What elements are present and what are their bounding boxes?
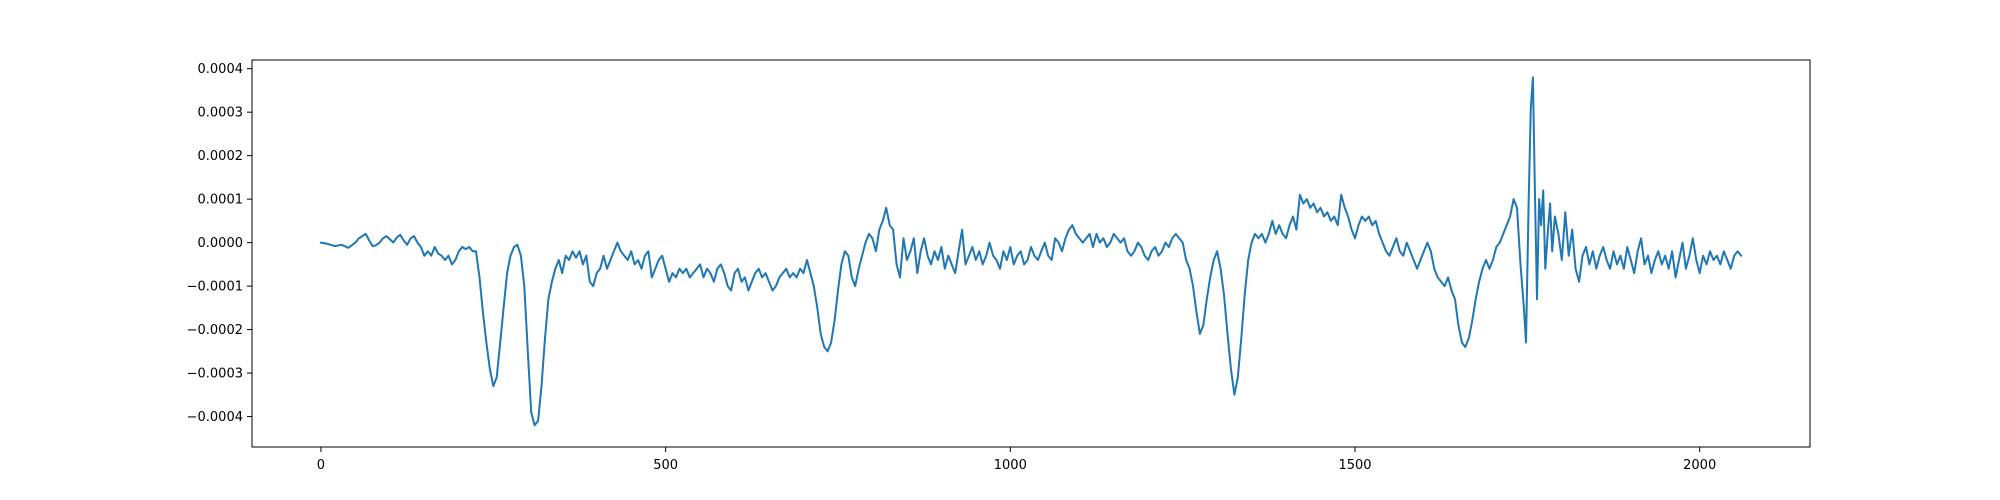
plot-area (319, 76, 1743, 427)
y-tick-label: −0.0001 (187, 280, 243, 295)
y-tick-label: −0.0003 (187, 367, 243, 382)
y-tick-label: 0.0001 (198, 193, 244, 208)
x-tick-label: 1500 (1338, 458, 1371, 473)
y-tick-label: 0.0004 (198, 62, 244, 77)
y-tick-label: −0.0004 (187, 410, 243, 425)
x-axis: 0 500 1000 1500 2000 (317, 447, 1716, 473)
axes-frame (251, 59, 1811, 448)
x-tick-label: 2000 (1683, 458, 1716, 473)
x-tick-label: 500 (653, 458, 678, 473)
series-line-0 (319, 76, 1743, 427)
y-tick-label: −0.0002 (187, 323, 243, 338)
y-tick-label: 0.0000 (198, 236, 244, 251)
x-tick-label: 1000 (994, 458, 1027, 473)
y-tick-label: 0.0002 (198, 149, 244, 164)
x-tick-label: 0 (317, 458, 325, 473)
y-axis: 0.0004 0.0003 0.0002 0.0001 0.0000 −0.0001 −0.… (187, 62, 252, 425)
y-tick-label: 0.0003 (198, 106, 244, 121)
